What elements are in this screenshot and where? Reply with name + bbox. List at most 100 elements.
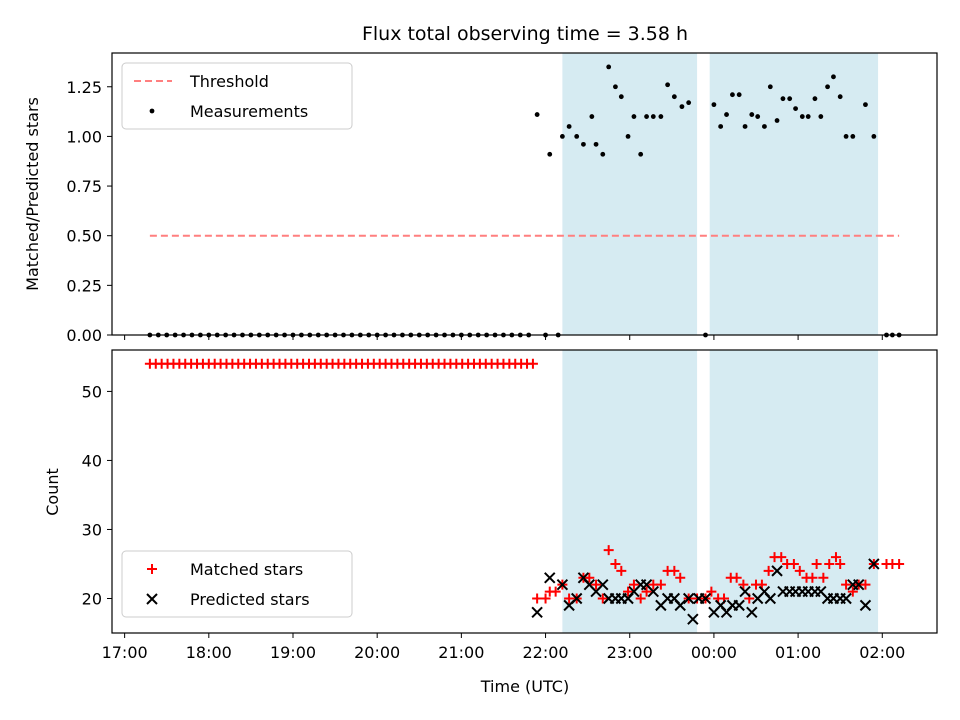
data-point	[527, 358, 538, 369]
data-point	[675, 572, 686, 583]
data-point	[589, 114, 595, 119]
y-tick-label: 50	[82, 382, 102, 401]
x-tick-label: 01:00	[775, 643, 821, 662]
y-tick-label: 0.25	[66, 276, 102, 295]
data-point	[532, 593, 543, 604]
x-tick-label: 00:00	[691, 643, 737, 662]
data-point	[584, 572, 595, 583]
data-point	[812, 96, 818, 102]
data-point	[706, 586, 717, 597]
data-point	[731, 572, 742, 583]
x-tick-label: 19:00	[270, 643, 316, 662]
data-point	[853, 578, 865, 591]
x-tick-label: 23:00	[607, 643, 653, 662]
data-point	[647, 585, 660, 598]
data-point	[718, 124, 724, 129]
series-predicted-stars	[531, 558, 880, 625]
data-point	[655, 579, 666, 590]
data-point	[818, 114, 824, 119]
data-point	[755, 114, 761, 119]
y-axis-label-top: Matched/Predicted stars	[23, 97, 42, 291]
y-tick-label: 0.00	[66, 326, 102, 345]
x-tick-label: 17:00	[102, 643, 148, 662]
data-point	[774, 118, 780, 123]
data-point	[531, 606, 543, 619]
data-point	[730, 92, 735, 98]
data-point	[556, 578, 569, 591]
x-tick-label: 20:00	[354, 643, 400, 662]
data-point	[550, 586, 561, 597]
x-axis-label: Time (UTC)	[480, 677, 569, 696]
data-point	[780, 96, 786, 102]
data-point	[742, 124, 748, 129]
data-point	[894, 558, 905, 569]
data-point	[794, 565, 805, 576]
data-point	[603, 545, 614, 556]
legend-label: Measurements	[190, 102, 308, 121]
data-point	[641, 586, 652, 597]
data-point	[763, 565, 774, 576]
data-point	[687, 613, 699, 625]
data-point	[593, 141, 599, 147]
legend-label: Predicted stars	[190, 590, 310, 609]
data-point	[581, 141, 586, 147]
data-point	[699, 592, 712, 605]
data-point	[811, 558, 822, 569]
data-point	[840, 592, 852, 605]
data-point	[597, 578, 609, 591]
data-point	[767, 84, 773, 90]
data-point	[669, 565, 680, 576]
shaded-interval-1	[709, 53, 879, 335]
data-point	[559, 134, 565, 139]
data-point	[746, 606, 758, 619]
data-point	[831, 74, 836, 80]
data-point	[818, 572, 829, 583]
data-point	[570, 592, 583, 605]
legend-box	[121, 62, 353, 130]
data-point	[600, 151, 606, 157]
data-point	[671, 94, 677, 100]
data-point	[682, 592, 695, 605]
legend-swatch-measurements	[149, 108, 155, 114]
data-point	[628, 579, 639, 590]
data-point	[711, 102, 717, 108]
data-point	[638, 151, 644, 157]
data-point	[847, 586, 858, 597]
data-point	[771, 565, 783, 577]
data-point	[825, 84, 830, 90]
data-point	[749, 112, 755, 117]
data-point	[824, 558, 835, 569]
data-point	[733, 599, 745, 612]
data-point	[850, 134, 856, 139]
x-tick-label: 02:00	[859, 643, 905, 662]
panel-count: 20 30 40 50 17:00 18:00 19:00 20:00 21:00 22:00 23…	[82, 349, 938, 662]
data-point	[692, 593, 703, 604]
data-point	[736, 92, 742, 98]
series-measurements	[147, 64, 902, 338]
y-tick-label: 30	[82, 520, 102, 539]
x-tick-label: 22:00	[522, 643, 568, 662]
data-point	[597, 593, 608, 604]
data-point	[776, 552, 787, 563]
data-point	[650, 114, 656, 119]
data-point	[566, 124, 572, 129]
data-point	[658, 114, 664, 119]
data-point	[613, 84, 618, 90]
data-point	[540, 593, 551, 604]
shaded-interval-0	[562, 350, 698, 633]
data-point	[610, 558, 621, 569]
data-point	[625, 134, 631, 139]
plot-frame	[111, 349, 938, 634]
data-point	[805, 114, 811, 119]
y-tick-label: 1.25	[66, 78, 102, 97]
y-tick-label: 1.00	[66, 127, 102, 146]
panel-ratio: 0.00 0.25 0.50 0.75 1.00 1.25 Threshold Measure…	[66, 52, 938, 345]
data-point	[863, 102, 868, 108]
data-point	[738, 579, 749, 590]
data-point	[843, 134, 849, 139]
y-tick-label: 0.75	[66, 177, 102, 196]
y-tick-label: 20	[82, 589, 102, 608]
legend-swatch-matched	[147, 564, 157, 574]
data-point	[799, 114, 805, 119]
data-point	[841, 579, 852, 590]
